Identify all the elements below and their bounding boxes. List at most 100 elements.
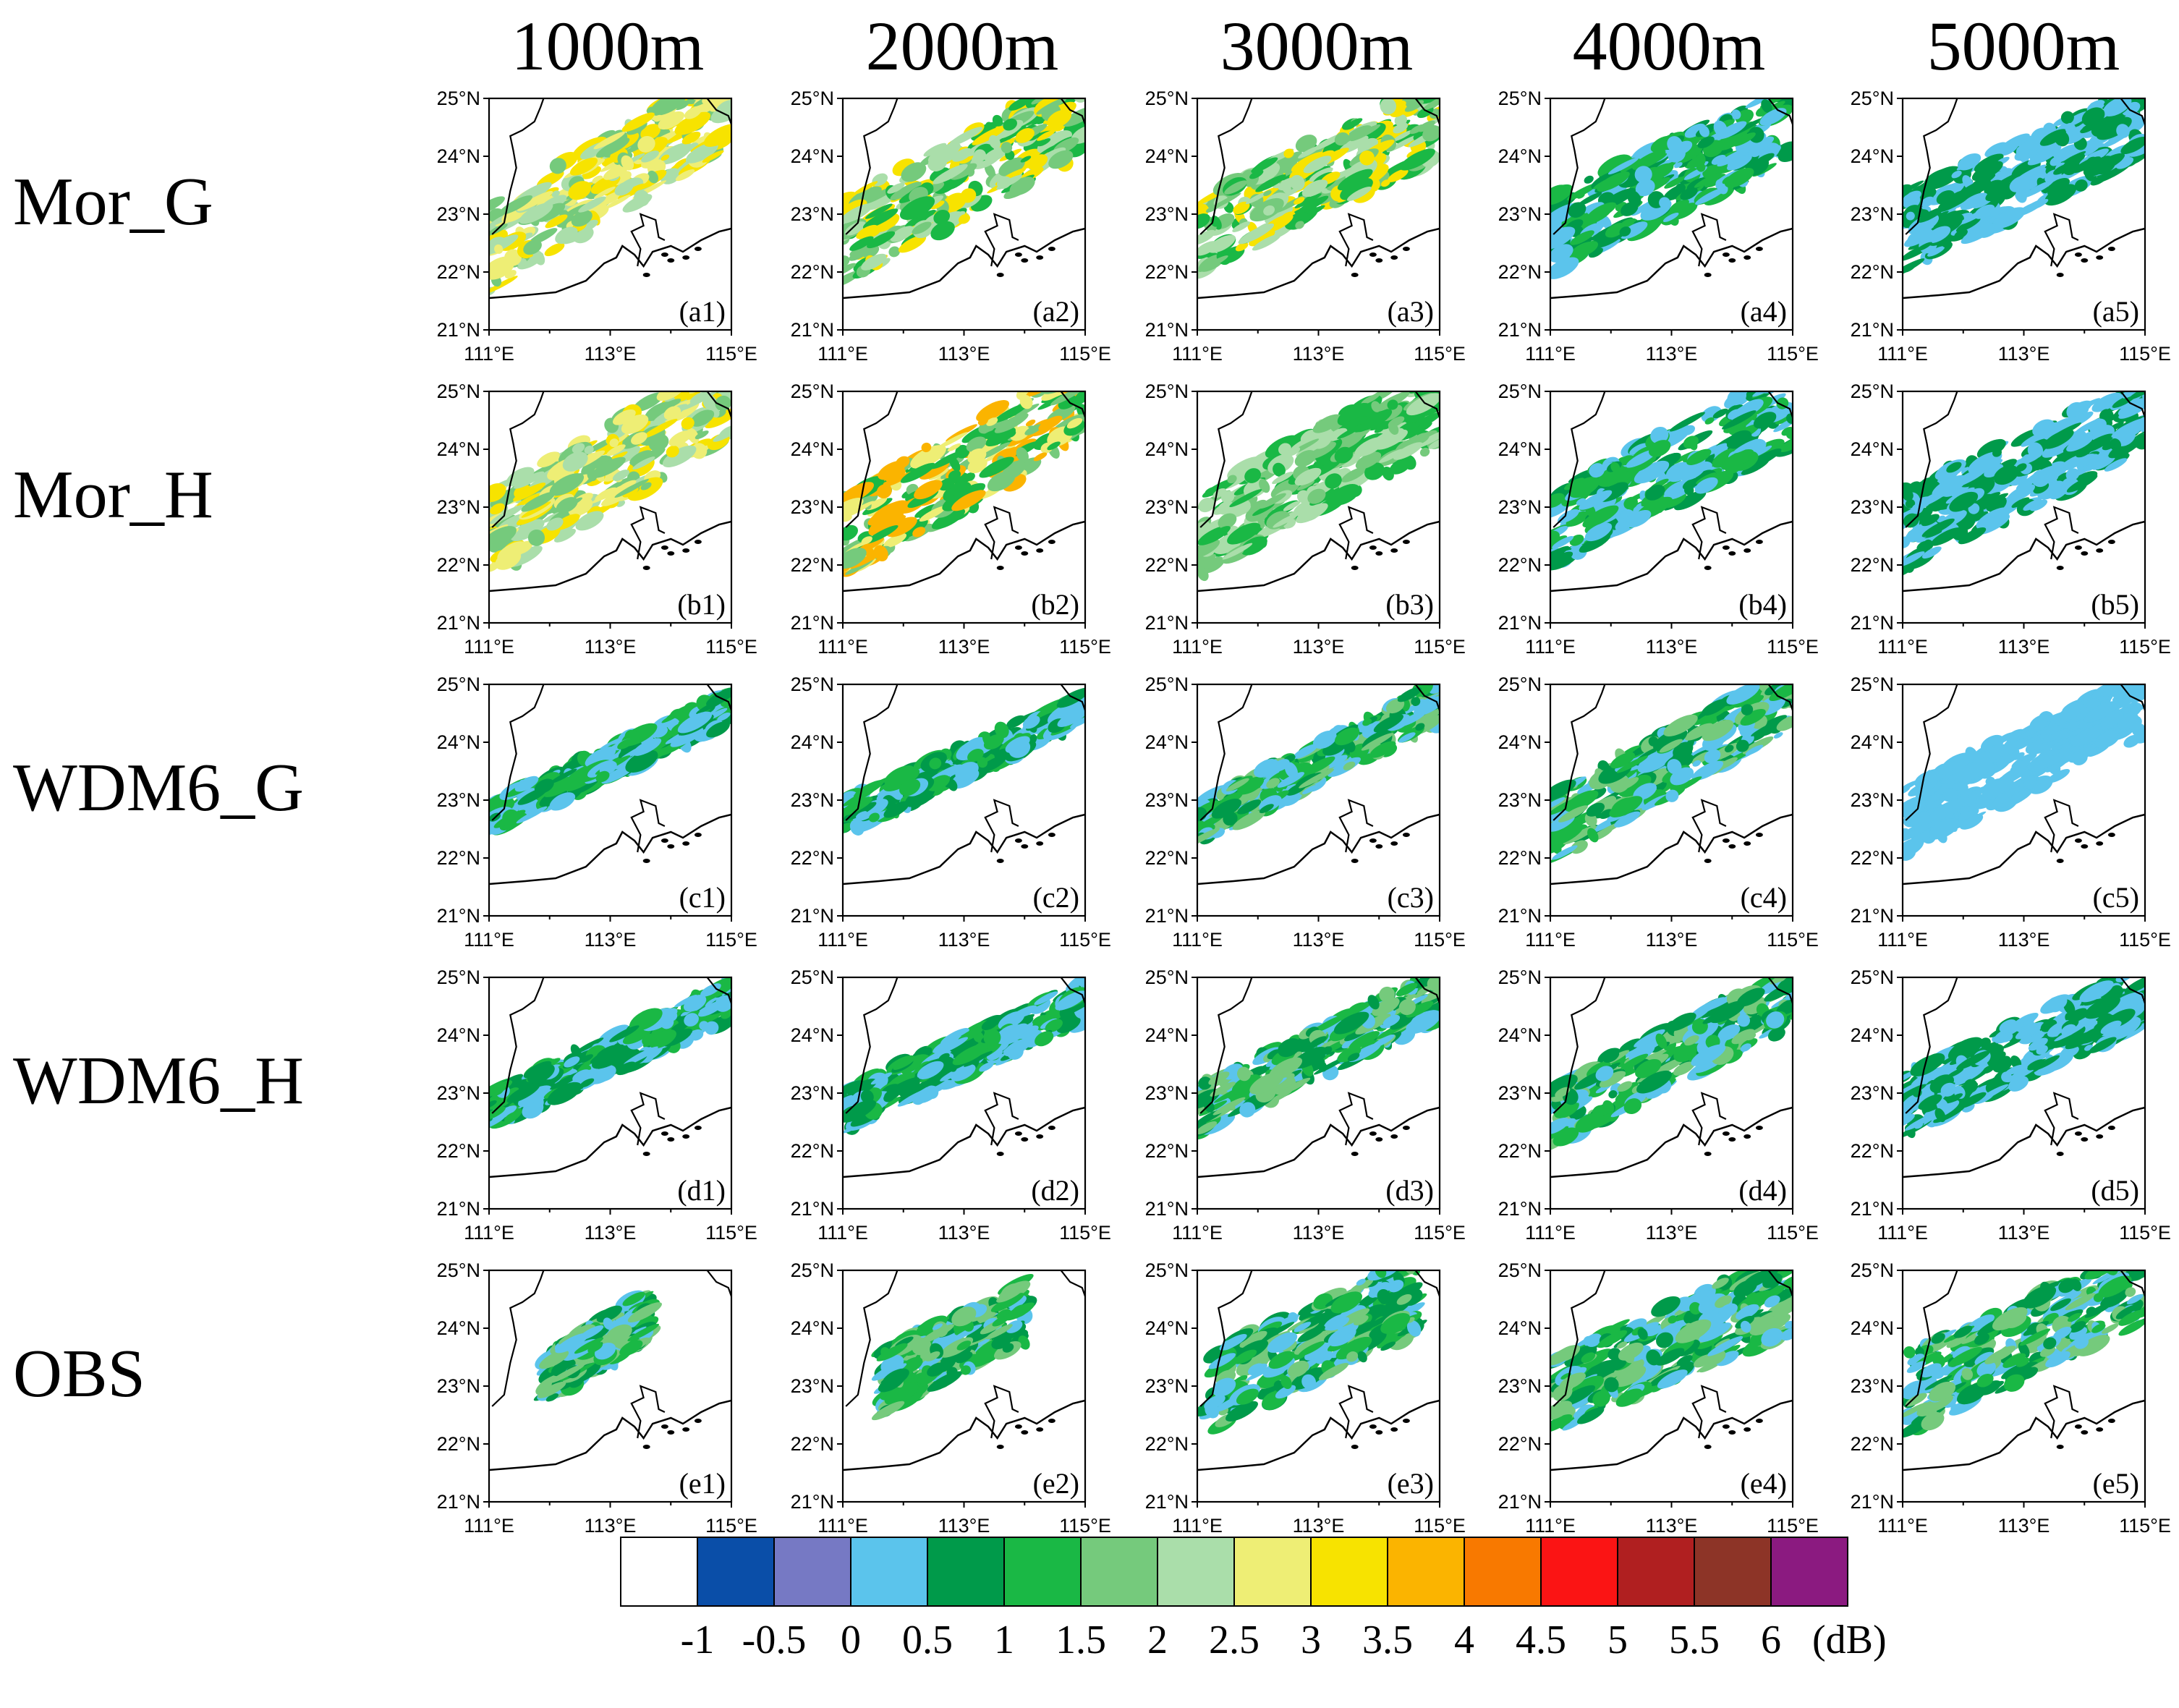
zdr-cell — [2023, 734, 2042, 746]
zdr-cell — [614, 479, 649, 498]
x-tick-label: 115°E — [705, 929, 757, 951]
zdr-cell — [2091, 684, 2120, 700]
y-tick-label: 25°N — [1498, 381, 1542, 402]
zdr-cell — [1930, 527, 1962, 546]
zdr-cell — [917, 1061, 944, 1079]
zdr-cell — [558, 497, 583, 511]
y-tick-label: 23°N — [791, 496, 834, 518]
zdr-cell — [709, 102, 723, 112]
zdr-cell — [621, 414, 649, 434]
zdr-cell — [605, 195, 631, 209]
zdr-cell — [489, 1116, 506, 1129]
zdr-cell — [663, 406, 681, 420]
zdr-cell — [590, 456, 626, 478]
zdr-cell — [1397, 687, 1422, 702]
y-tick-label: 24°N — [437, 438, 480, 460]
zdr-cell — [1070, 715, 1085, 728]
zdr-cell — [890, 182, 922, 200]
column-title-3000m: 3000m — [1220, 7, 1414, 85]
zdr-cell — [595, 1065, 616, 1082]
zdr-cell — [1993, 464, 2019, 485]
island — [2081, 258, 2089, 263]
zdr-cell — [1780, 659, 1806, 676]
panel-label: (a4) — [1741, 295, 1787, 328]
zdr-cell — [1422, 125, 1440, 142]
zdr-cell — [1664, 177, 1685, 189]
zdr-cell — [998, 1011, 1025, 1029]
y-tick-label: 23°N — [437, 203, 480, 225]
column-title-2000m: 2000m — [865, 7, 1059, 85]
zdr-cell — [868, 812, 880, 823]
island — [1014, 545, 1022, 550]
zdr-cell — [898, 235, 927, 253]
zdr-cell — [2109, 438, 2122, 451]
island — [1375, 258, 1383, 263]
zdr-cell — [948, 127, 983, 147]
zdr-cell — [686, 369, 710, 389]
zdr-cell — [691, 366, 729, 391]
zdr-cell — [562, 451, 588, 472]
zdr-cell — [1992, 207, 2026, 229]
zdr-cell — [1014, 403, 1040, 417]
zdr-cell — [681, 69, 715, 93]
coastline — [1903, 227, 2145, 299]
zdr-cell — [662, 445, 697, 467]
y-tick-label: 21°N — [1145, 319, 1189, 341]
island — [1021, 258, 1029, 263]
zdr-cell — [1385, 698, 1405, 714]
zdr-cell — [551, 190, 560, 197]
y-tick-label: 23°N — [1145, 203, 1189, 225]
y-tick-label: 25°N — [437, 88, 480, 109]
zdr-cell — [1667, 759, 1682, 775]
zdr-cell — [2047, 475, 2058, 483]
x-tick-label: 115°E — [705, 636, 757, 658]
zdr-cell — [890, 226, 914, 242]
zdr-cell — [1971, 161, 2003, 182]
zdr-cell — [1017, 1025, 1039, 1040]
x-tick-label: 113°E — [1998, 343, 2050, 365]
zdr-cell — [1380, 98, 1397, 115]
province-border-ne — [706, 391, 731, 418]
zdr-cell — [2091, 455, 2115, 470]
x-tick-label: 113°E — [585, 929, 637, 951]
zdr-cell — [1626, 449, 1657, 468]
zdr-cell — [1903, 536, 1911, 549]
panel-label: (b1) — [677, 588, 726, 621]
coastline — [1903, 520, 2145, 592]
zdr-cell — [1047, 109, 1072, 128]
zdr-cell — [1564, 477, 1585, 490]
coastline — [1197, 813, 1440, 885]
zdr-cell — [1278, 177, 1296, 191]
zdr-cell — [2000, 133, 2030, 152]
island — [2074, 252, 2082, 257]
zdr-cell — [1069, 1014, 1085, 1033]
estuary-coastline — [984, 213, 1019, 267]
island — [682, 255, 690, 260]
zdr-cell — [1058, 72, 1092, 93]
zdr-cell — [1673, 742, 1694, 759]
zdr-cell — [2063, 129, 2086, 145]
zdr-cell — [1955, 217, 1981, 232]
column-title-4000m: 4000m — [1572, 7, 1766, 85]
island — [2107, 540, 2115, 544]
zdr-cell — [1903, 190, 1921, 204]
zdr-cell — [1917, 207, 1944, 223]
zdr-cell — [1413, 422, 1432, 434]
zdr-cell — [1702, 719, 1734, 742]
zdr-cell — [590, 1044, 624, 1064]
zdr-cell — [603, 163, 630, 180]
province-border — [1553, 98, 1606, 235]
zdr-cell — [2021, 180, 2054, 199]
island — [1402, 833, 1410, 837]
zdr-field — [843, 72, 1092, 299]
zdr-cell — [1924, 169, 1951, 187]
zdr-cell — [1045, 1019, 1063, 1032]
zdr-cell — [1741, 704, 1754, 715]
y-tick-label: 21°N — [791, 905, 834, 927]
zdr-cell — [513, 483, 546, 501]
zdr-cell — [547, 1082, 582, 1105]
zdr-cell — [1916, 540, 1931, 552]
